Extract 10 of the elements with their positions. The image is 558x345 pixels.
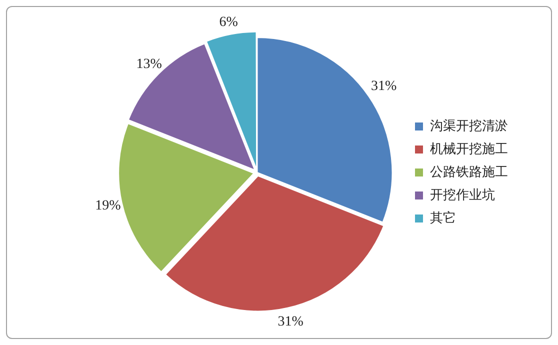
legend-label: 机械开挖施工	[430, 142, 508, 157]
data-label: 31%	[370, 79, 397, 94]
legend-label: 开挖作业坑	[430, 188, 495, 203]
data-label: 6%	[219, 14, 238, 30]
data-label: 13%	[136, 56, 162, 72]
data-label: 19%	[95, 198, 122, 214]
legend-label: 公路铁路施工	[430, 164, 508, 180]
data-label: 31%	[278, 314, 304, 330]
legend-label: 沟渠开挖清淤	[430, 118, 508, 134]
legend-label: 其它	[430, 210, 456, 226]
